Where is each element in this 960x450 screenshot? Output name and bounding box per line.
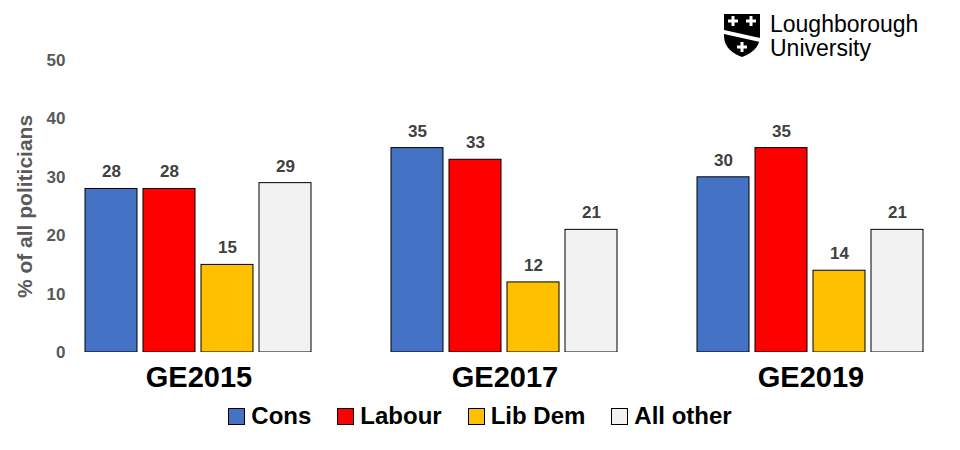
svg-text:12: 12 <box>524 256 543 275</box>
svg-text:28: 28 <box>102 162 121 181</box>
svg-text:20: 20 <box>47 226 66 245</box>
svg-text:35: 35 <box>408 122 427 141</box>
html-text:University: University <box>770 35 871 61</box>
svg-text:30: 30 <box>47 168 66 187</box>
svg-text:GE2019: GE2019 <box>758 361 864 393</box>
html-text:Labour: Labour <box>360 402 442 429</box>
html-text:Lib Dem: Lib Dem <box>490 402 586 429</box>
html-text:Cons: Cons <box>251 402 312 429</box>
svg-text:10: 10 <box>47 285 66 304</box>
svg-text:35: 35 <box>772 122 791 141</box>
svg-text:29: 29 <box>276 157 295 176</box>
svg-text:30: 30 <box>714 151 733 170</box>
html-text:All other: All other <box>634 402 732 429</box>
svg-text:14: 14 <box>830 244 849 263</box>
svg-text:40: 40 <box>47 109 66 128</box>
svg-text:28: 28 <box>160 162 179 181</box>
html-text:Loughborough: Loughborough <box>770 11 919 37</box>
svg-text:50: 50 <box>47 51 66 70</box>
svg-text:15: 15 <box>218 238 237 257</box>
svg-text:GE2017: GE2017 <box>452 361 558 393</box>
svg-text:0: 0 <box>56 343 65 362</box>
svg-text:21: 21 <box>582 203 601 222</box>
svg-text:GE2015: GE2015 <box>146 361 252 393</box>
svg-text:33: 33 <box>466 133 485 152</box>
svg-text:% of all politicians: % of all politicians <box>13 115 36 298</box>
svg-text:21: 21 <box>888 203 907 222</box>
